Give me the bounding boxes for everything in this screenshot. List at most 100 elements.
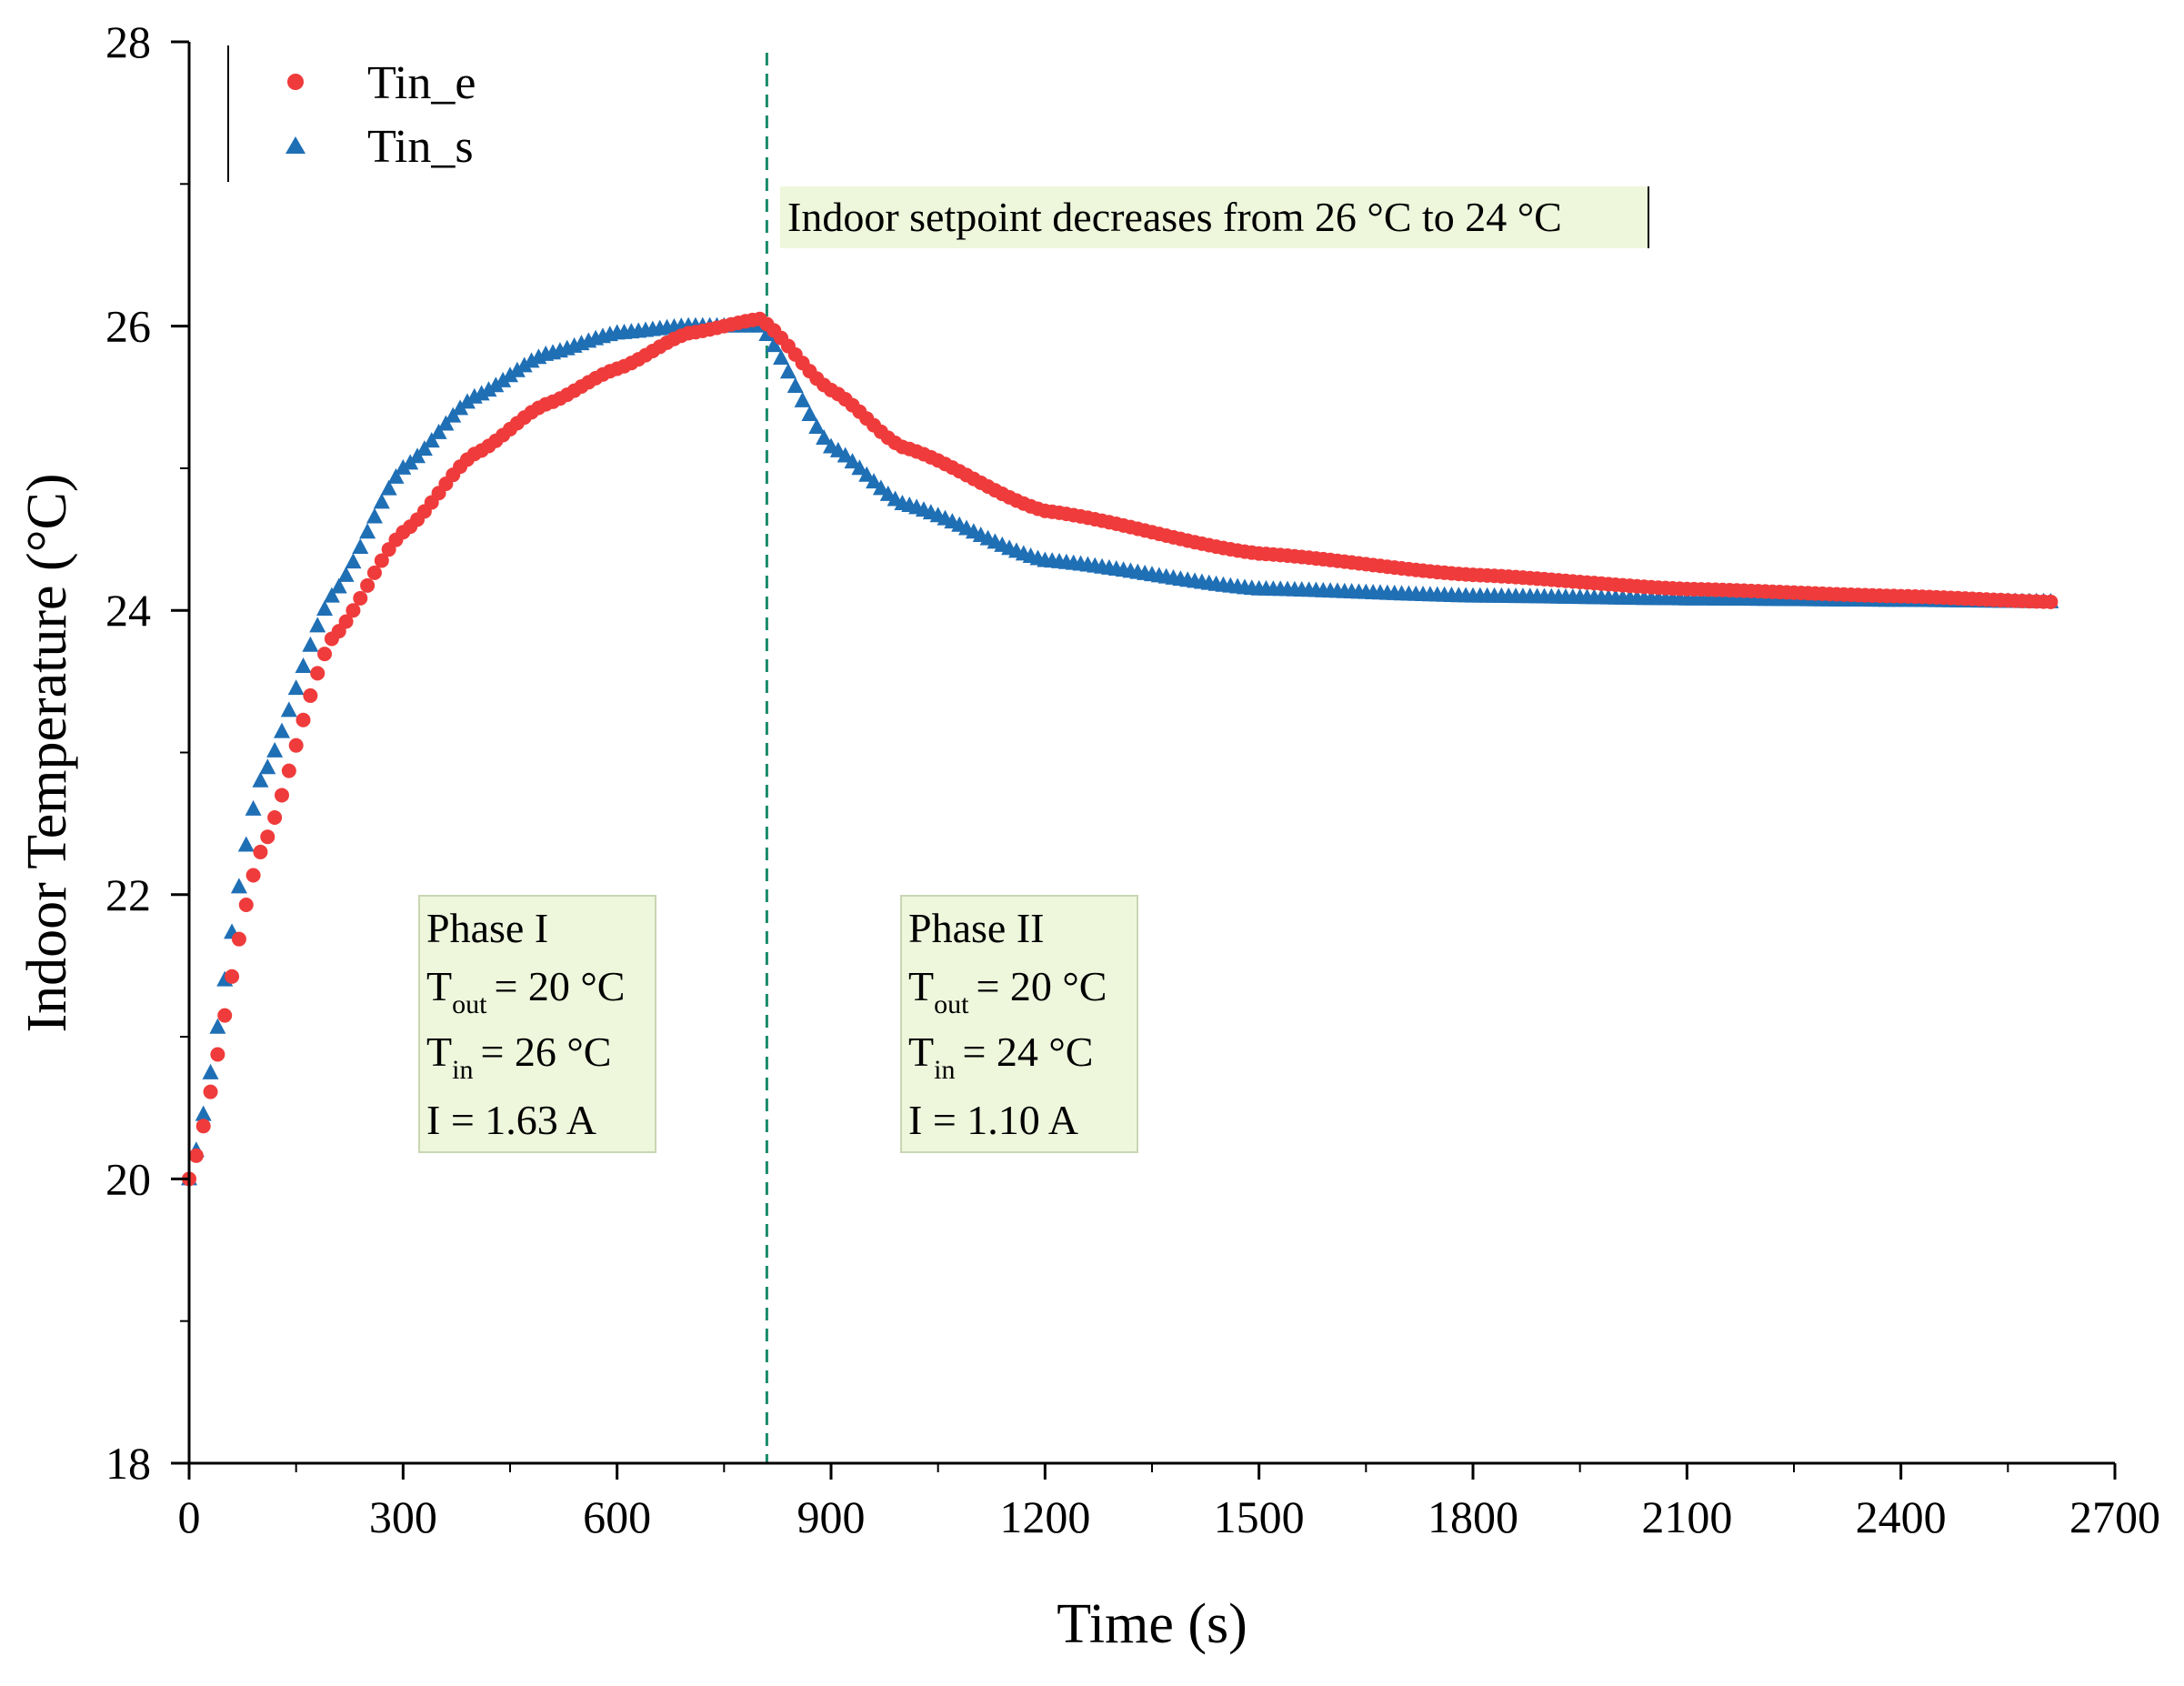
data-point [516, 356, 533, 373]
data-point [808, 417, 826, 434]
phase1-tout: Tout = 20 °C [426, 963, 625, 1019]
data-point [230, 878, 247, 894]
data-point [773, 348, 790, 365]
phase2-tin-val: = 24 °C [962, 1029, 1093, 1075]
data-point [296, 712, 311, 728]
data-point [317, 647, 333, 662]
data-point [872, 479, 889, 496]
data-point [352, 538, 369, 555]
data-point [253, 844, 268, 859]
data-point [487, 376, 505, 393]
series-tin-e [182, 311, 2059, 1187]
phase2-tout: Tout = 20 °C [908, 963, 1107, 1019]
phase1-tout-sub: out [452, 989, 487, 1019]
data-point [260, 829, 276, 845]
data-point [495, 371, 512, 387]
x-axis-title: Time (s) [1057, 1593, 1247, 1655]
legend-label-tin-s: Tin_s [367, 121, 474, 173]
data-point [360, 577, 376, 593]
data-point [373, 493, 390, 509]
data-point [366, 565, 382, 580]
data-point [353, 590, 368, 606]
data-point [188, 1148, 204, 1163]
data-point [430, 423, 447, 439]
x-tick-label: 0 [178, 1491, 201, 1542]
phase1-tin-val: = 26 °C [480, 1029, 611, 1075]
y-tick-label: 20 [105, 1153, 151, 1204]
legend-marker-tin-s [286, 136, 306, 154]
x-tick-label: 2100 [1641, 1491, 1732, 1542]
data-point [480, 381, 497, 397]
x-tick-label: 900 [797, 1491, 866, 1542]
data-point [345, 553, 362, 569]
data-point [245, 868, 261, 883]
phase1-current: I = 1.63 A [426, 1097, 596, 1143]
x-tick-label: 1800 [1428, 1491, 1518, 1542]
phase1-title: Phase I [426, 905, 548, 951]
data-point [423, 432, 440, 448]
data-point [303, 687, 318, 703]
y-tick-label: 26 [105, 301, 151, 352]
data-point [366, 507, 383, 524]
data-point [259, 758, 276, 775]
data-point [416, 440, 433, 457]
phase1-tin: Tin = 26 °C [426, 1029, 611, 1085]
data-point [374, 553, 389, 568]
data-point [245, 799, 262, 816]
data-point [337, 566, 355, 582]
x-tick-label: 2400 [1856, 1491, 1947, 1542]
data-point [816, 428, 833, 445]
data-point [359, 523, 376, 539]
data-point [280, 701, 297, 718]
setpoint-annotation: Indoor setpoint decreases from 26 °C to … [787, 194, 1562, 240]
data-point [274, 788, 289, 803]
legend: Tin_e Tin_s [227, 45, 476, 182]
data-point [844, 453, 861, 469]
data-point [858, 466, 876, 482]
data-point [786, 377, 804, 394]
data-point [458, 393, 476, 409]
tick-layer: 0 300 600 900 1200 1500 1800 2100 2400 2700 18 20 22… [105, 16, 2160, 1542]
data-point [195, 1105, 212, 1121]
data-point [395, 458, 412, 475]
data-point [237, 836, 255, 852]
data-point [851, 459, 868, 476]
data-point [794, 391, 811, 407]
data-point [266, 741, 284, 758]
data-point [346, 603, 361, 618]
data-point [267, 810, 283, 826]
data-point [801, 406, 818, 422]
data-point [209, 1018, 226, 1034]
legend-label-tin-e: Tin_e [367, 57, 476, 109]
data-point [2043, 594, 2059, 609]
data-point [225, 968, 240, 984]
phase2-current: I = 1.10 A [908, 1097, 1078, 1143]
series-layer [181, 311, 2059, 1187]
data-point [302, 636, 319, 652]
phase2-tin: Tin = 24 °C [908, 1029, 1093, 1085]
x-tick-label: 2700 [2069, 1491, 2160, 1542]
phase1-box [418, 895, 656, 1153]
data-point [195, 1119, 211, 1134]
data-point [766, 336, 783, 353]
data-point [338, 614, 354, 629]
y-axis-title: Indoor Temperature (°C) [16, 474, 78, 1033]
axes [187, 42, 2115, 1465]
data-point [380, 479, 397, 496]
phase1-tout-main: T [426, 963, 452, 1009]
data-point [252, 771, 269, 788]
phase2-box [900, 895, 1138, 1153]
y-tick-label: 28 [105, 16, 151, 67]
annotations: Indoor setpoint decreases from 26 °C to … [418, 186, 1649, 1153]
phase2-tin-main: T [908, 1029, 934, 1075]
data-point [330, 577, 347, 594]
setpoint-annotation-box [780, 186, 1648, 248]
data-point [502, 366, 518, 383]
data-point [281, 763, 296, 778]
x-tick-label: 300 [369, 1491, 437, 1542]
x-tick-label: 1200 [999, 1491, 1090, 1542]
phase2-tout-val: = 20 °C [976, 963, 1107, 1009]
phase2-tin-sub: in [934, 1055, 955, 1085]
phase1-tin-main: T [426, 1029, 452, 1075]
